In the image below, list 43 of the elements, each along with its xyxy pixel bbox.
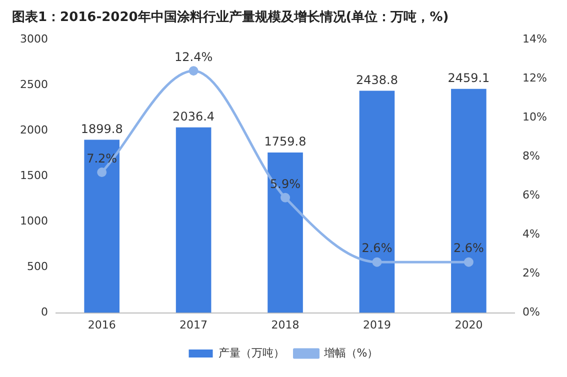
y2-tick-label: 4% <box>522 228 540 241</box>
x-tick-label: 2016 <box>88 318 116 332</box>
y2-tick-label: 14% <box>522 32 548 46</box>
y2-tick-label: 8% <box>522 150 540 163</box>
bar <box>176 127 212 313</box>
y2-tick-label: 12% <box>522 71 548 84</box>
data-label: 2.6% <box>453 241 484 256</box>
data-label: 2438.8 <box>356 72 398 87</box>
y-tick-label: 0 <box>40 306 48 319</box>
data-label: 1899.8 <box>80 122 123 136</box>
point <box>188 66 198 76</box>
legend-label: 产量（万吨） <box>218 346 284 360</box>
y-tick-label: 1000 <box>20 214 48 228</box>
y-tick-label: 2000 <box>20 124 48 137</box>
chart-title: 图表1：2016-2020年中国涂料行业产量规模及增长情况(单位：万吨，%) <box>12 9 449 26</box>
point <box>97 168 107 178</box>
legend-label: 增幅（%） <box>322 346 378 360</box>
y-tick-label: 500 <box>26 260 48 274</box>
x-tick-label: 2018 <box>271 318 300 332</box>
y-tick-label: 3000 <box>20 32 48 46</box>
x-tick-label: 2020 <box>454 318 483 332</box>
data-label: 12.4% <box>174 50 213 64</box>
y2-tick-label: 2% <box>522 266 540 280</box>
y2-tick-label: 10% <box>522 110 548 124</box>
data-label: 2.6% <box>362 241 392 256</box>
bar <box>268 152 303 313</box>
y2-tick-label: 6% <box>522 188 540 202</box>
data-label: 2036.4 <box>172 109 215 124</box>
x-tick-label: 2019 <box>362 318 391 332</box>
y-tick-label: 1500 <box>20 169 48 182</box>
bar <box>359 90 395 313</box>
x-tick-label: 2017 <box>180 318 208 332</box>
point <box>280 192 290 202</box>
point <box>464 257 474 267</box>
point <box>372 257 382 267</box>
data-label: 1759.8 <box>264 134 306 149</box>
bar <box>84 140 120 313</box>
data-label: 7.2% <box>86 151 118 166</box>
bar <box>451 88 486 313</box>
y2-tick-label: 0% <box>522 306 540 319</box>
data-label: 5.9% <box>270 176 301 191</box>
data-label: 2459.1 <box>448 70 490 85</box>
y-tick-label: 2500 <box>20 78 48 91</box>
